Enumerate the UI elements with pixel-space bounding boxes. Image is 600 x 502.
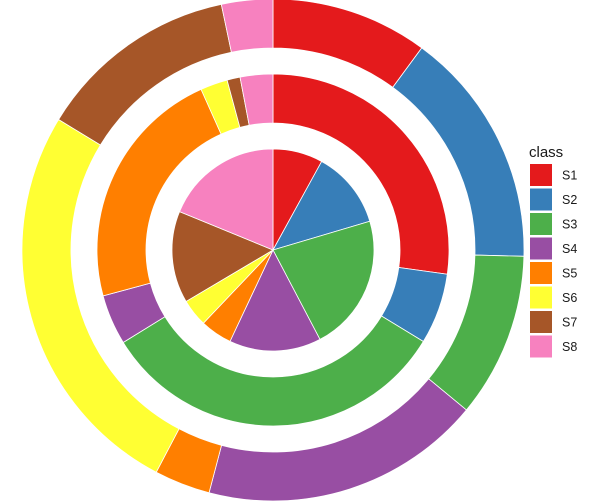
legend-title: class (529, 144, 563, 161)
legend-swatch-s4 (530, 237, 552, 260)
legend-label-s5: S5 (562, 267, 577, 281)
legend-swatch-s2 (530, 188, 552, 211)
legend-label-s3: S3 (562, 218, 577, 232)
legend: class S1 S2 S3 S4 S5 S6 S7 S8 (529, 144, 577, 358)
inner-slice-s4 (229, 249, 321, 352)
legend-swatch-s5 (530, 262, 552, 284)
outer-slice-s8 (220, 0, 274, 53)
inner-slice-s2 (272, 160, 371, 251)
legend-label-s2: S2 (562, 193, 577, 207)
rings-group (21, 0, 525, 502)
legend-swatch-s3 (530, 213, 552, 235)
legend-label-s1: S1 (562, 169, 577, 183)
legend-swatch-s1 (530, 164, 552, 186)
legend-label-s7: S7 (562, 316, 577, 330)
legend-swatch-s6 (530, 286, 552, 309)
legend-label-s4: S4 (562, 242, 577, 256)
legend-items: S1 S2 S3 S4 S5 S6 S7 S8 (530, 164, 577, 358)
inner-slice-s7 (171, 211, 274, 302)
middle-slice-s3 (122, 315, 424, 427)
legend-label-s8: S8 (562, 340, 577, 354)
legend-label-s6: S6 (562, 291, 577, 305)
inner-slice-s8 (179, 148, 274, 251)
inner-slice-s3 (272, 220, 375, 340)
middle-slice-s8 (239, 73, 274, 126)
outer-slice-s6 (21, 118, 180, 473)
legend-swatch-s7 (530, 311, 552, 333)
outer-slice-s1 (272, 0, 423, 88)
legend-swatch-s8 (530, 335, 552, 358)
